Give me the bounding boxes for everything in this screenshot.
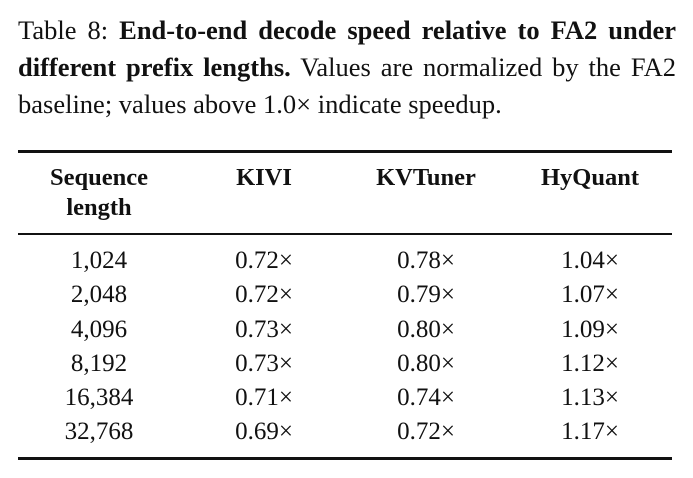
cell-hyquant: 1.09× [561,315,619,343]
table-body: 1,024 0.72× 0.78× 1.04× 2,048 0.72× 0.79… [18,246,672,452]
table-row: 4,096 0.73× 0.80× 1.09× [18,315,672,349]
bottom-rule [18,457,672,460]
top-rule [18,150,672,153]
table-row: 1,024 0.72× 0.78× 1.04× [18,246,672,280]
cell-hyquant: 1.13× [561,384,619,412]
caption-title: End-to-end decode speed relative to FA2 … [18,15,676,82]
cell-kivi: 0.73× [235,315,293,343]
table-row: 8,192 0.73× 0.80× 1.12× [18,349,672,383]
cell-sequence-length: 8,192 [70,349,128,377]
cell-kvtuner: 0.80× [397,315,455,343]
caption-body: Values are normalized by the FA2 baselin… [18,52,676,119]
cell-kivi: 0.73× [235,349,293,377]
cell-sequence-length: 16,384 [64,384,134,412]
cell-kivi: 0.71× [235,384,293,412]
cell-kivi: 0.72× [235,281,293,309]
header-rule [18,233,672,235]
table-row: 16,384 0.71× 0.74× 1.13× [18,383,672,417]
cell-kvtuner: 0.78× [397,247,455,274]
cell-kvtuner: 0.80× [397,349,455,377]
header-kvtuner: KVTuner [376,164,476,191]
header-kivi: KIVI [236,164,292,191]
caption-label: Table 8: [18,15,120,45]
cell-kvtuner: 0.74× [397,384,455,412]
cell-sequence-length: 4,096 [70,315,128,343]
table-row: 2,048 0.72× 0.79× 1.07× [18,280,672,314]
cell-hyquant: 1.07× [561,281,619,309]
cell-kvtuner: 0.79× [397,281,455,309]
cell-kvtuner: 0.72× [397,418,455,446]
cell-hyquant: 1.17× [561,418,619,446]
header-hyquant: HyQuant [540,164,640,191]
cell-hyquant: 1.12× [561,349,619,377]
cell-kivi: 0.69× [235,418,293,446]
cell-kivi: 0.72× [235,247,293,274]
cell-hyquant: 1.04× [561,247,619,274]
cell-sequence-length: 1,024 [70,247,128,274]
cell-sequence-length: 32,768 [64,418,134,446]
table-row: 32,768 0.69× 0.72× 1.17× [18,417,672,451]
header-sequence-length: Sequence length [50,164,148,221]
table-caption: Table 8: End-to-end decode speed relativ… [18,12,676,123]
cell-sequence-length: 2,048 [70,281,128,309]
